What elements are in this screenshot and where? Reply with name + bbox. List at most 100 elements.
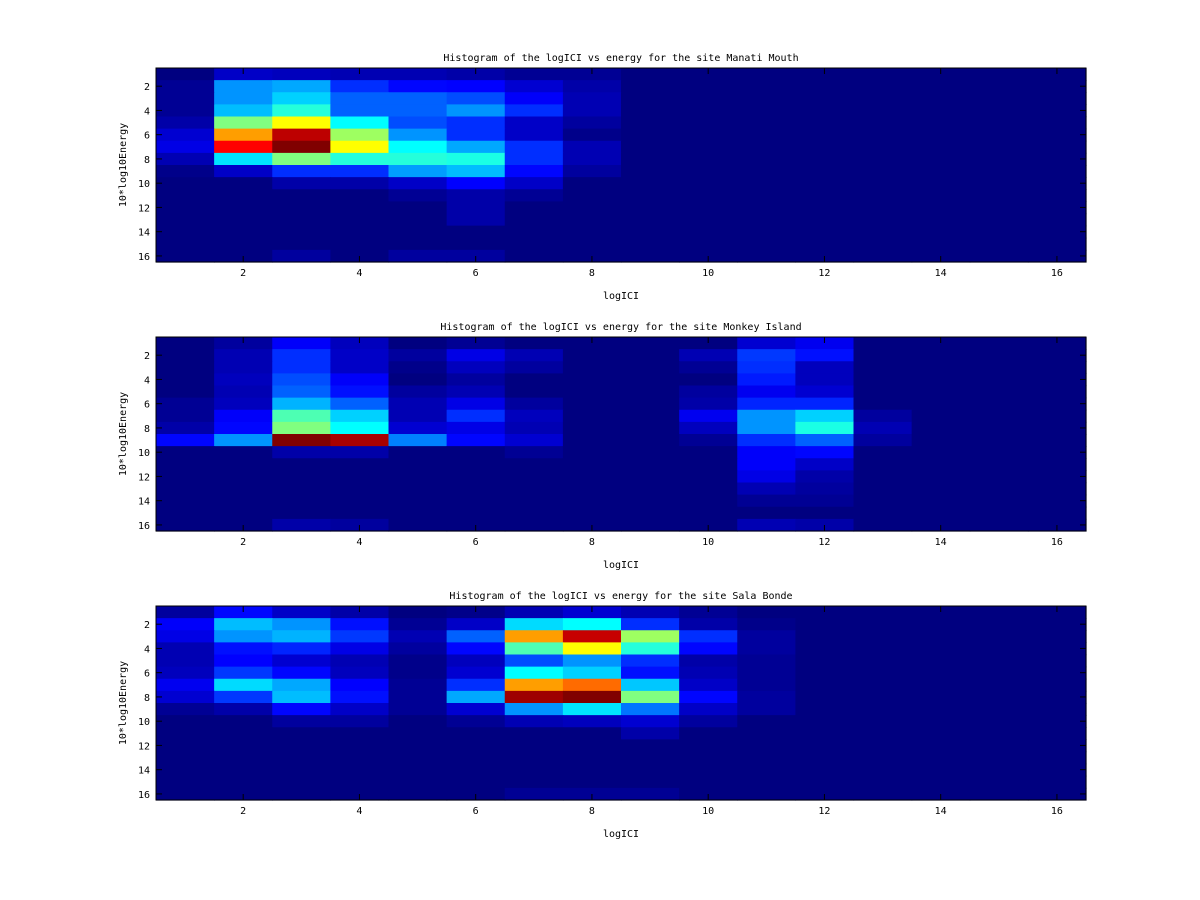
heatmap-cell: [446, 775, 506, 789]
heatmap-cell: [737, 690, 796, 704]
heatmap-cell: [388, 116, 448, 130]
y-tick-label: 2: [144, 620, 150, 631]
heatmap-cell: [388, 349, 448, 362]
heatmap-cell: [621, 446, 680, 459]
heatmap-cell: [156, 763, 215, 777]
heatmap-cell: [737, 361, 796, 374]
heatmap-cell: [214, 630, 273, 643]
x-tick-label: 12: [818, 268, 830, 279]
heatmap-cell: [795, 630, 855, 643]
heatmap-cell: [795, 201, 855, 215]
heatmap-cell: [1027, 494, 1087, 508]
heatmap-cell: [214, 397, 273, 411]
heatmap-cell: [679, 458, 738, 471]
x-axis-label: logICI: [603, 829, 639, 840]
heatmap-cell: [621, 140, 680, 154]
heatmap-cell: [1027, 470, 1087, 484]
heatmap-cell: [446, 751, 506, 765]
heatmap-cell: [446, 397, 506, 411]
heatmap-cell: [911, 446, 971, 459]
heatmap-cell: [621, 189, 680, 202]
heatmap-cell: [446, 654, 506, 668]
heatmap-cell: [504, 446, 564, 459]
heatmap-cell: [388, 68, 448, 81]
heatmap-cell: [272, 446, 331, 459]
heatmap-cell: [1027, 618, 1087, 631]
heatmap-cell: [679, 727, 738, 740]
heatmap-cell: [562, 482, 622, 496]
heatmap-cell: [446, 421, 506, 435]
heatmap-cell: [1027, 140, 1087, 154]
heatmap-cell: [621, 739, 680, 753]
heatmap-cell: [446, 642, 506, 656]
heatmap-cell: [330, 715, 390, 728]
heatmap-cell: [388, 787, 448, 801]
heatmap-cell: [388, 201, 448, 215]
heatmap-cell: [795, 409, 855, 423]
heatmap-cell: [853, 494, 913, 508]
heatmap-cell: [156, 225, 215, 239]
heatmap-cell: [621, 68, 680, 81]
heatmap-cell: [504, 177, 564, 190]
heatmap-cell: [272, 337, 331, 350]
heatmap-cell: [272, 434, 331, 447]
heatmap-cell: [621, 421, 680, 435]
heatmap-cell: [504, 337, 564, 350]
heatmap-cell: [911, 92, 971, 105]
heatmap-cell: [737, 703, 796, 716]
heatmap-cell: [911, 606, 971, 619]
heatmap-cell: [795, 397, 855, 411]
chart-title: Histogram of the logICI vs energy for th…: [449, 591, 792, 602]
heatmap-cell: [504, 787, 564, 801]
heatmap-cell: [446, 727, 506, 740]
heatmap-cell: [156, 397, 215, 411]
heatmap-cell: [737, 152, 796, 166]
heatmap-cell: [853, 177, 913, 190]
heatmap-cell: [1027, 654, 1087, 668]
heatmap-cell: [330, 654, 390, 668]
heatmap-cell: [214, 606, 273, 619]
x-tick-label: 12: [818, 806, 830, 817]
heatmap-cell: [911, 739, 971, 753]
heatmap-cell: [388, 397, 448, 411]
heatmap-cell: [214, 642, 273, 656]
y-tick-label: 12: [138, 741, 150, 752]
heatmap-cell: [504, 727, 564, 740]
heatmap-cell: [969, 642, 1029, 656]
heatmap-cell: [562, 337, 622, 350]
y-tick-label: 2: [144, 82, 150, 93]
heatmap-cell: [969, 225, 1029, 239]
heatmap-cell: [388, 434, 448, 447]
heatmap-cell: [214, 104, 273, 118]
y-tick-label: 8: [144, 424, 150, 435]
heatmap-cell: [1027, 409, 1087, 423]
heatmap-cell: [853, 482, 913, 496]
heatmap-cell: [562, 373, 622, 387]
heatmap-cell: [795, 434, 855, 447]
heatmap-cell: [679, 666, 738, 680]
heatmap-cell: [214, 116, 273, 130]
heatmap-cell: [446, 177, 506, 190]
heatmap-cell: [388, 213, 448, 227]
heatmap-cell: [504, 666, 564, 680]
heatmap-cell: [969, 506, 1029, 520]
heatmap-cell: [330, 763, 390, 777]
heatmap-cell: [156, 787, 215, 801]
heatmap-cell: [330, 703, 390, 716]
heatmap-cell: [446, 361, 506, 374]
heatmap-cell: [272, 104, 331, 118]
heatmap-cell: [621, 373, 680, 387]
heatmap-cell: [504, 654, 564, 668]
heatmap-cell: [156, 361, 215, 374]
heatmap-cell: [911, 763, 971, 777]
chart-title: Histogram of the logICI vs energy for th…: [440, 322, 801, 333]
heatmap-cell: [272, 128, 331, 142]
heatmap-cell: [562, 421, 622, 435]
heatmap-cell: [795, 470, 855, 484]
heatmap-cell: [272, 618, 331, 631]
heatmap-cell: [621, 703, 680, 716]
heatmap-cell: [795, 763, 855, 777]
x-tick-label: 10: [702, 806, 714, 817]
heatmap-cell: [679, 470, 738, 484]
heatmap-cell: [214, 201, 273, 215]
